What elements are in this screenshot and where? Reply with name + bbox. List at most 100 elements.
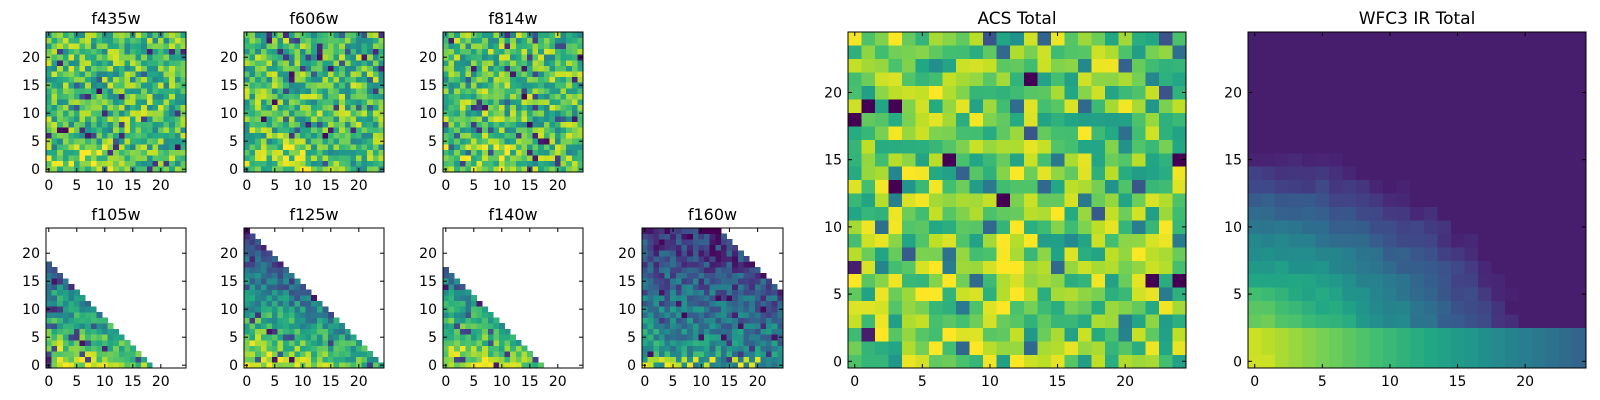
heatmap-cell xyxy=(367,48,374,55)
heatmap-cell xyxy=(277,121,284,128)
heatmap-cell xyxy=(1118,341,1133,355)
y-tick-label: 10 xyxy=(22,106,40,122)
heatmap-cell xyxy=(504,43,511,50)
heatmap-cell xyxy=(169,60,176,66)
heatmap-cell xyxy=(692,233,699,240)
heatmap-cell xyxy=(1010,126,1025,140)
heatmap-cell xyxy=(113,116,120,122)
heatmap-cell xyxy=(130,155,136,162)
heatmap-cell xyxy=(344,54,351,61)
heatmap-cell xyxy=(1572,58,1587,73)
heatmap-cell xyxy=(549,160,556,167)
heatmap-cell xyxy=(57,356,64,363)
heatmap-cell xyxy=(180,71,187,78)
heatmap-cell xyxy=(983,341,998,355)
heatmap-cell xyxy=(57,351,64,358)
heatmap-cell xyxy=(1131,72,1146,87)
heatmap-cell xyxy=(861,206,876,221)
heatmap-cell xyxy=(692,362,699,369)
heatmap-cell xyxy=(244,48,250,55)
heatmap-cell xyxy=(288,345,295,352)
heatmap-cell xyxy=(96,345,103,352)
heatmap-cell xyxy=(249,71,256,78)
heatmap-cell xyxy=(1091,45,1106,60)
heatmap-cell xyxy=(555,54,561,61)
heatmap-cell xyxy=(956,341,970,355)
heatmap-cell xyxy=(915,193,930,208)
heatmap-cell xyxy=(1302,247,1316,261)
y-tick-label: 10 xyxy=(419,302,437,318)
heatmap-cell xyxy=(448,345,455,352)
heatmap-cell xyxy=(333,138,340,145)
heatmap-cell xyxy=(113,71,120,78)
heatmap-cell xyxy=(62,93,69,100)
heatmap-cell xyxy=(929,126,943,140)
heatmap-cell xyxy=(1315,32,1330,46)
heatmap-cell xyxy=(1369,72,1384,87)
heatmap-cell xyxy=(57,127,64,134)
heatmap-cell xyxy=(493,37,500,44)
heatmap-cell xyxy=(1023,112,1038,127)
heatmap-cell xyxy=(471,121,477,128)
heatmap-cell xyxy=(698,272,705,279)
heatmap-cell xyxy=(642,317,648,324)
heatmap-cell xyxy=(515,37,522,44)
heatmap-cell xyxy=(1261,72,1276,87)
heatmap-cell xyxy=(255,239,262,246)
heatmap-cell xyxy=(471,48,477,55)
heatmap-cell xyxy=(1104,139,1119,154)
heatmap-cell xyxy=(356,110,362,117)
heatmap-cell xyxy=(670,261,677,268)
heatmap-cell xyxy=(482,351,489,358)
heatmap-cell xyxy=(1423,300,1438,315)
heatmap-cell xyxy=(311,93,318,100)
heatmap-cell xyxy=(62,312,69,318)
x-tick-label: 10 xyxy=(692,374,710,390)
heatmap-cell xyxy=(527,48,533,55)
heatmap-cell xyxy=(141,127,148,134)
heatmap-cell xyxy=(1491,220,1506,234)
heatmap-cell xyxy=(1050,354,1065,369)
heatmap-cell xyxy=(1329,273,1343,288)
heatmap-cell xyxy=(1437,32,1452,46)
heatmap-cell xyxy=(1077,85,1092,100)
heatmap-cell xyxy=(1248,220,1262,234)
heatmap-cell xyxy=(300,116,306,122)
heatmap-cell xyxy=(515,138,522,145)
heatmap-cell xyxy=(658,228,665,234)
heatmap-cell xyxy=(367,110,374,117)
heatmap-cell xyxy=(378,65,385,72)
heatmap-cell xyxy=(848,327,862,342)
heatmap-cell xyxy=(969,354,984,369)
heatmap-cell xyxy=(96,32,103,38)
heatmap-cell xyxy=(1450,287,1465,302)
heatmap-cell xyxy=(902,112,916,127)
heatmap-cell xyxy=(499,127,505,134)
heatmap-cell xyxy=(709,362,716,369)
heatmap-cell xyxy=(1477,85,1492,100)
heatmap-cell xyxy=(1504,260,1519,275)
heatmap-cell xyxy=(929,99,943,113)
heatmap-cell xyxy=(174,160,181,167)
heatmap-cell xyxy=(57,306,64,313)
heatmap-cell xyxy=(543,32,550,38)
heatmap-cell xyxy=(277,132,284,139)
heatmap-cell xyxy=(493,127,500,134)
heatmap-cell xyxy=(1329,327,1343,342)
heatmap-cell xyxy=(1023,72,1038,87)
heatmap-cell xyxy=(1131,273,1146,288)
heatmap-cell xyxy=(1396,247,1411,261)
heatmap-cell xyxy=(272,295,278,302)
heatmap-cell xyxy=(1261,341,1276,355)
heatmap-cell xyxy=(328,334,334,341)
heatmap-cell xyxy=(1275,58,1289,73)
heatmap-cell xyxy=(658,345,665,352)
heatmap-cell xyxy=(1158,166,1173,181)
heatmap-cell xyxy=(487,127,494,134)
heatmap-cell xyxy=(1518,287,1533,302)
heatmap-cell xyxy=(249,54,256,61)
heatmap-cell xyxy=(283,345,290,352)
heatmap-cell xyxy=(378,127,385,134)
heatmap-cell xyxy=(675,233,682,240)
heatmap-cell xyxy=(664,351,671,358)
